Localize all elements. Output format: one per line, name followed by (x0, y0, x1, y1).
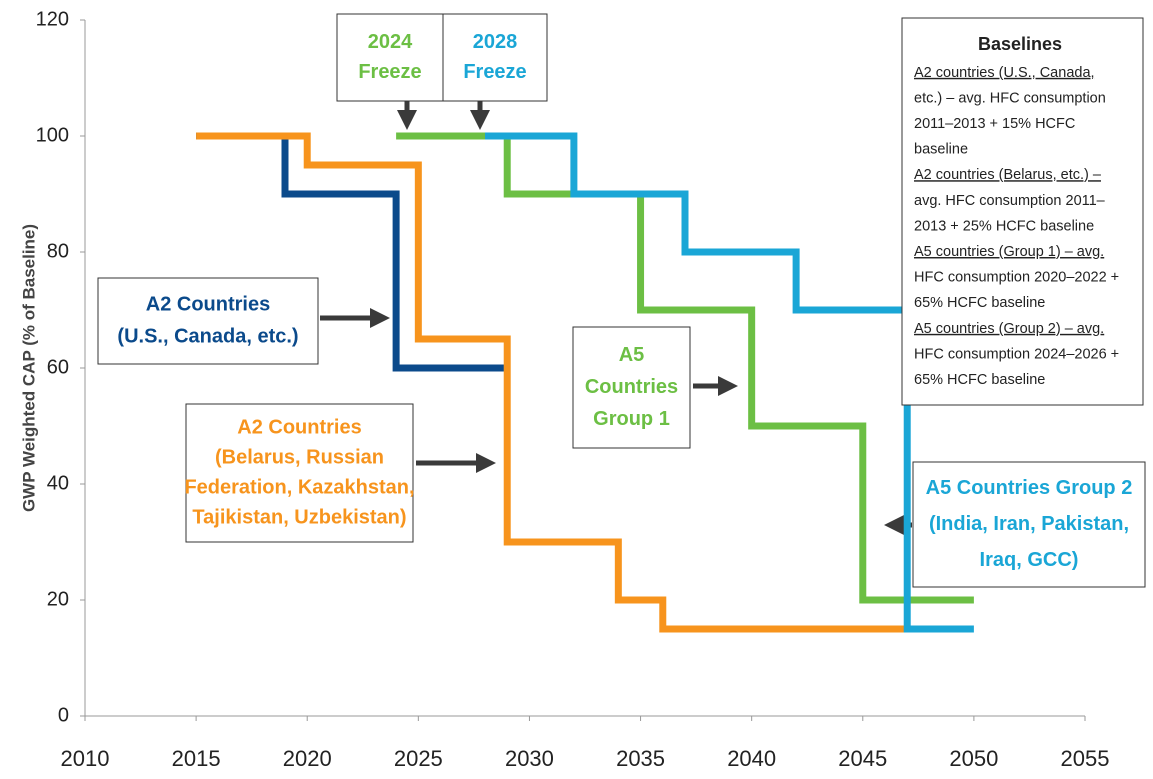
baselines-line: baseline (914, 142, 968, 158)
baselines-line: HFC consumption 2024–2026 + (914, 346, 1119, 362)
annotation: A5 Countries Group 1 (572, 326, 691, 449)
baselines-line: 2013 + 25% HCFC baseline (914, 218, 1094, 234)
annotation: A2 Countries (Belarus, Russian Federation,… (184, 403, 415, 543)
baselines-line: 2011–2013 + 15% HCFC (914, 116, 1075, 132)
baselines-line: avg. HFC consumption 2011– (914, 193, 1106, 209)
annotation-text: Group 1 (593, 408, 670, 430)
annotation-text: A2 Countries (237, 416, 361, 438)
annotation-text: Freeze (463, 61, 526, 83)
annotation-text: Freeze (358, 61, 421, 83)
baselines-line: A5 countries (Group 1) – avg. (914, 244, 1104, 260)
annotation-text: Countries (585, 376, 678, 398)
y-tick-label: 60 (47, 356, 69, 378)
y-tick-label: 100 (36, 124, 69, 146)
annotation-text: (Belarus, Russian (215, 446, 384, 468)
annotation-box (97, 277, 319, 365)
annotation-box (572, 326, 691, 449)
x-tick-label: 2020 (283, 746, 332, 771)
annotation-text: Iraq, GCC) (980, 549, 1079, 571)
baselines-line: A2 countries (Belarus, etc.) – (914, 167, 1102, 183)
baselines-line: 65% HCFC baseline (914, 372, 1045, 388)
annotation: 2024 Freeze (336, 13, 444, 102)
baselines-line: A5 countries (Group 2) – avg. (914, 321, 1104, 337)
x-tick-label: 2035 (616, 746, 665, 771)
x-tick-label: 2010 (61, 746, 110, 771)
annotation-text: 2024 (368, 31, 413, 53)
baselines-title: Baselines (978, 34, 1062, 54)
y-tick-label: 120 (36, 8, 69, 30)
annotation-text: (India, Iran, Pakistan, (929, 513, 1129, 535)
x-tick-label: 2040 (727, 746, 776, 771)
annotation-text: Tajikistan, Uzbekistan) (192, 506, 406, 528)
x-tick-label: 2055 (1061, 746, 1110, 771)
annotation-box (185, 403, 414, 543)
annotation-text: (U.S., Canada, etc.) (117, 325, 298, 347)
annotation-text: A2 Countries (146, 293, 270, 315)
annotation-text: Federation, Kazakhstan, (184, 476, 414, 498)
y-tick-label: 40 (47, 472, 69, 494)
y-tick-label: 20 (47, 588, 69, 610)
annotation: A5 Countries Group 2 (India, Iran, Pakist… (912, 461, 1146, 588)
series-line (396, 132, 974, 604)
x-tick-label: 2030 (505, 746, 554, 771)
annotation-text: A5 (619, 344, 645, 366)
annotation-box (912, 461, 1146, 588)
y-tick-label: 0 (58, 704, 69, 726)
series-line (196, 132, 908, 633)
x-tick-label: 2045 (838, 746, 887, 771)
x-tick-label: 2025 (394, 746, 443, 771)
annotation: 2028 Freeze (442, 13, 548, 102)
y-axis-label: GWP Weighted CAP (% of Baseline) (19, 224, 38, 512)
annotation-box (442, 13, 548, 102)
baselines-line: HFC consumption 2020–2022 + (914, 270, 1119, 286)
annotation-text: 2028 (473, 31, 518, 53)
x-tick-label: 2050 (949, 746, 998, 771)
x-tick-label: 2015 (172, 746, 221, 771)
baselines: Baselines A2 countries (U.S., Canada, etc.… (901, 17, 1144, 406)
annotation-box (336, 13, 444, 102)
baselines-line: 65% HCFC baseline (914, 295, 1045, 311)
annotation: A2 Countries (U.S., Canada, etc.) (97, 277, 319, 365)
series-line (485, 132, 974, 633)
baselines-box (901, 17, 1144, 406)
annotation-text: A5 Countries Group 2 (926, 477, 1133, 499)
baselines-line: etc.) – avg. HFC consumption (914, 90, 1106, 106)
baselines-line: A2 countries (U.S., Canada, (914, 65, 1095, 81)
y-tick-label: 80 (47, 240, 69, 262)
